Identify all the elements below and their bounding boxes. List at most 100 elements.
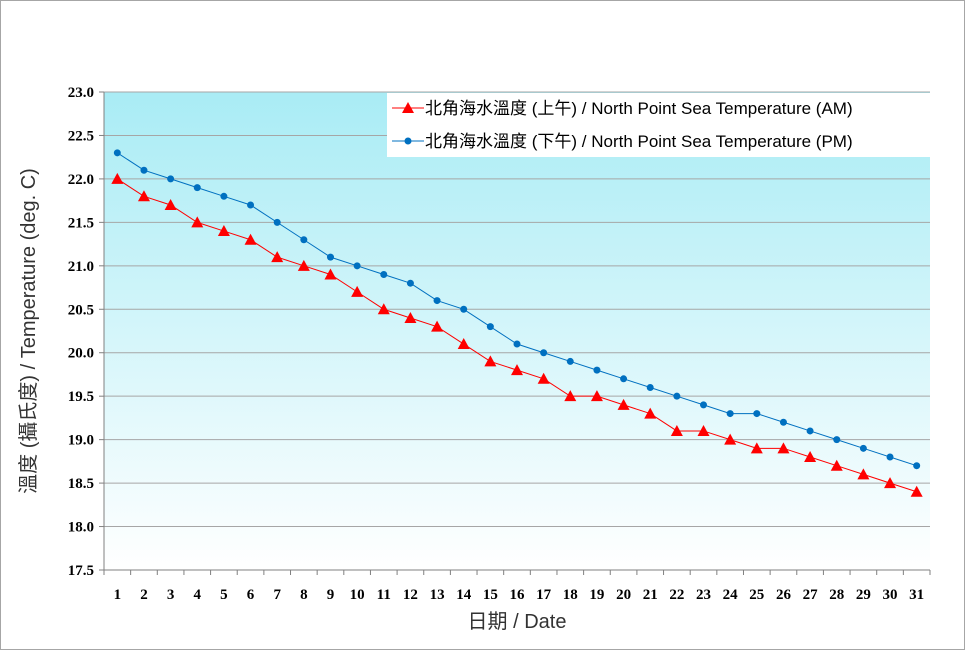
legend: 北角海水溫度 (上午) / North Point Sea Temperatur… xyxy=(387,93,930,157)
data-point-am xyxy=(297,259,310,271)
data-point-am xyxy=(351,285,364,297)
data-point-am xyxy=(830,459,843,471)
x-tick-label: 25 xyxy=(749,587,764,603)
x-tick-label: 23 xyxy=(696,587,711,603)
y-tick-label: 21.5 xyxy=(68,215,94,231)
x-tick-label: 15 xyxy=(483,587,498,603)
data-point-pm xyxy=(353,262,361,270)
data-point-am xyxy=(537,372,550,384)
x-tick-label: 7 xyxy=(273,587,281,603)
data-point-am xyxy=(857,468,870,480)
data-point-pm xyxy=(593,366,601,374)
y-tick-label: 17.5 xyxy=(68,563,94,579)
legend-circle-marker xyxy=(404,137,412,145)
data-point-am xyxy=(271,251,284,263)
data-point-am xyxy=(670,424,683,436)
data-point-pm xyxy=(300,236,308,244)
x-tick-label: 16 xyxy=(510,587,526,603)
data-point-am xyxy=(244,233,257,245)
x-tick-label: 1 xyxy=(114,587,122,603)
y-tick-label: 19.0 xyxy=(68,433,94,449)
data-point-am xyxy=(777,442,790,454)
x-tick-label: 21 xyxy=(643,587,658,603)
data-point-pm xyxy=(833,436,841,444)
data-point-am xyxy=(724,433,737,445)
x-tick-label: 12 xyxy=(403,587,418,603)
data-point-pm xyxy=(406,279,414,287)
data-point-pm xyxy=(193,184,201,192)
x-tick-label: 3 xyxy=(167,587,175,603)
plot-area xyxy=(104,92,930,570)
x-tick-label: 29 xyxy=(856,587,871,603)
data-point-am xyxy=(377,303,390,315)
data-point-pm xyxy=(726,410,734,418)
data-point-am xyxy=(804,451,817,463)
data-point-pm xyxy=(566,357,574,365)
data-point-pm xyxy=(859,444,867,452)
data-point-pm xyxy=(113,149,121,157)
y-tick-label: 19.5 xyxy=(68,389,94,405)
data-point-pm xyxy=(753,410,761,418)
data-point-pm xyxy=(273,218,281,226)
data-point-pm xyxy=(247,201,255,209)
x-tick-label: 28 xyxy=(829,587,844,603)
legend-pm-label: 北角海水溫度 (下午) / North Point Sea Temperatur… xyxy=(425,132,853,151)
data-point-am xyxy=(697,424,710,436)
data-point-am xyxy=(404,311,417,323)
y-tick-label: 18.0 xyxy=(68,520,94,536)
x-tick-label: 18 xyxy=(563,587,578,603)
data-point-pm xyxy=(806,427,814,435)
legend-triangle-marker xyxy=(402,102,414,113)
x-tick-label: 9 xyxy=(327,587,335,603)
y-tick-label: 22.0 xyxy=(68,172,94,188)
data-point-pm xyxy=(460,305,468,313)
data-point-am xyxy=(910,485,923,497)
data-point-am xyxy=(590,390,603,402)
data-point-pm xyxy=(886,453,894,461)
x-tick-label: 8 xyxy=(300,587,308,603)
y-tick-label: 22.5 xyxy=(68,128,94,144)
data-point-pm xyxy=(326,253,334,261)
x-tick-label: 14 xyxy=(456,587,472,603)
data-point-pm xyxy=(167,175,175,183)
data-point-pm xyxy=(220,192,228,200)
x-tick-label: 6 xyxy=(247,587,255,603)
data-point-pm xyxy=(433,297,441,305)
y-tick-label: 18.5 xyxy=(68,476,94,492)
data-point-pm xyxy=(140,166,148,174)
y-tick-label: 20.0 xyxy=(68,346,94,362)
data-point-am xyxy=(111,172,124,184)
x-tick-label: 24 xyxy=(723,587,739,603)
x-tick-label: 20 xyxy=(616,587,631,603)
x-tick-label: 30 xyxy=(883,587,898,603)
data-point-am xyxy=(137,190,150,202)
data-point-am xyxy=(484,355,497,367)
data-point-am xyxy=(191,216,204,228)
y-tick-label: 21.0 xyxy=(68,259,94,275)
data-point-pm xyxy=(380,271,388,279)
x-tick-label: 22 xyxy=(669,587,684,603)
data-point-am xyxy=(750,442,763,454)
x-tick-label: 5 xyxy=(220,587,228,603)
data-point-am xyxy=(431,320,444,332)
data-point-am xyxy=(644,407,657,419)
x-tick-label: 26 xyxy=(776,587,792,603)
y-axis-title: 溫度 (攝氏度) / Temperature (deg. C) xyxy=(17,168,40,494)
data-point-am xyxy=(511,364,523,376)
x-tick-label: 11 xyxy=(377,587,391,603)
x-tick-label: 27 xyxy=(803,587,819,603)
y-tick-label: 23.0 xyxy=(68,85,94,101)
y-tick-label: 20.5 xyxy=(68,302,94,318)
x-axis-title: 日期 / Date xyxy=(468,611,567,633)
x-tick-label: 10 xyxy=(350,587,365,603)
data-point-pm xyxy=(486,323,494,331)
x-tick-label: 4 xyxy=(194,587,202,603)
x-tick-label: 19 xyxy=(589,587,604,603)
data-point-pm xyxy=(513,340,521,348)
data-point-am xyxy=(324,268,337,280)
data-point-am xyxy=(457,338,470,350)
x-tick-label: 2 xyxy=(140,587,148,603)
data-point-am xyxy=(164,198,177,210)
x-tick-label: 31 xyxy=(909,587,924,603)
